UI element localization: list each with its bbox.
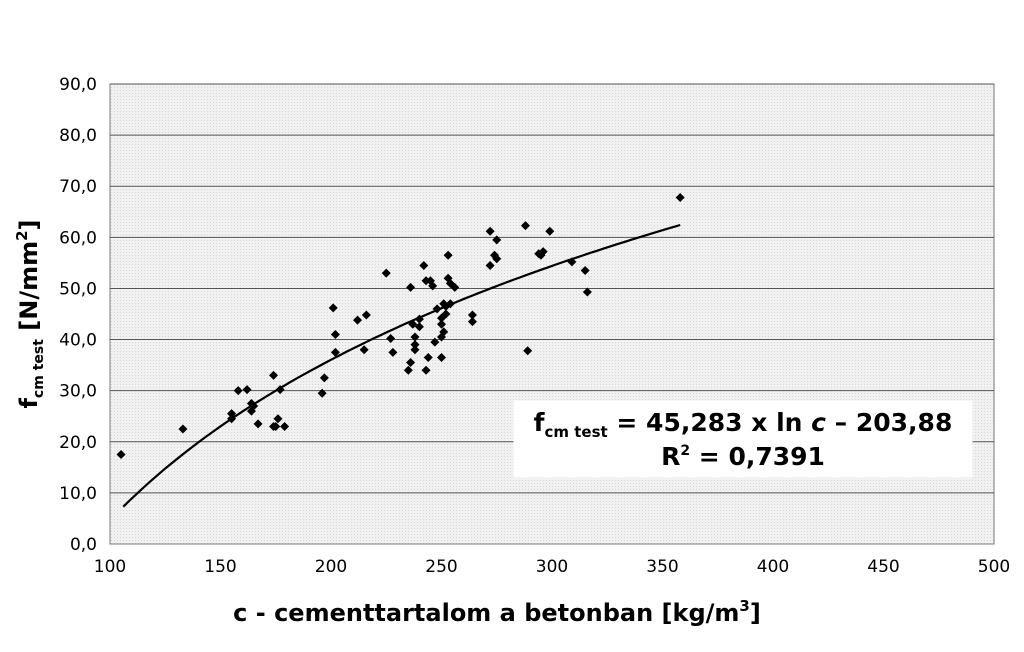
data-point — [485, 260, 495, 270]
data-point — [388, 347, 398, 357]
data-point — [445, 299, 455, 309]
r-squared: R2 = 0,7391 — [661, 442, 825, 471]
x-tick-label: 150 — [204, 557, 236, 577]
data-point — [414, 314, 424, 324]
data-point — [403, 365, 413, 375]
x-tick-label: 400 — [757, 557, 789, 577]
x-tick-label: 500 — [978, 557, 1010, 577]
y-tick-label: 30,0 — [59, 382, 97, 402]
data-point — [330, 329, 340, 339]
data-point — [361, 310, 371, 320]
data-point — [317, 388, 327, 398]
equation-box — [513, 400, 973, 478]
gridlines — [110, 83, 994, 494]
y-tick-label: 20,0 — [59, 433, 97, 453]
data-point — [353, 315, 363, 325]
trend-equation: fcm test = 45,283 x ln c – 203,88 — [534, 408, 953, 441]
data-point — [492, 235, 502, 245]
data-point — [467, 310, 477, 320]
data-point — [545, 226, 555, 236]
data-point — [330, 347, 340, 357]
data-point — [428, 281, 438, 291]
data-point — [441, 309, 451, 319]
x-axis-ticks: 100 150 200 250 300 350 400 450 500 — [94, 557, 1010, 577]
data-point — [419, 260, 429, 270]
data-point — [580, 266, 590, 276]
data-point — [242, 385, 252, 395]
data-point — [523, 346, 533, 356]
trendline — [122, 223, 681, 508]
data-point — [319, 373, 329, 383]
data-point — [116, 450, 126, 460]
data-point — [492, 254, 502, 264]
data-point — [359, 345, 369, 355]
x-axis-label: c - cementtartalom a betonban [kg/m3] — [233, 597, 761, 627]
data-point — [328, 303, 338, 313]
x-tick-label: 450 — [867, 557, 899, 577]
data-point — [233, 386, 243, 396]
x-tick-label: 250 — [425, 557, 457, 577]
data-point — [467, 317, 477, 327]
y-tick-label: 80,0 — [59, 126, 97, 146]
data-point — [520, 221, 530, 231]
data-point — [432, 304, 442, 314]
y-tick-label: 40,0 — [59, 331, 97, 351]
y-tick-label: 10,0 — [59, 484, 97, 504]
data-point — [437, 319, 446, 329]
data-point — [410, 332, 420, 342]
y-tick-label: 50,0 — [59, 279, 97, 299]
data-point — [675, 192, 685, 202]
data-point — [227, 414, 237, 424]
data-point — [439, 327, 449, 337]
data-point — [275, 385, 285, 395]
data-point — [227, 409, 237, 419]
data-point — [178, 424, 188, 434]
y-tick-label: 60,0 — [59, 228, 97, 248]
data-point — [414, 322, 424, 332]
data-point — [280, 421, 290, 431]
data-point — [408, 319, 418, 329]
x-tick-label: 350 — [646, 557, 678, 577]
data-points — [116, 192, 685, 460]
x-tick-label: 200 — [315, 557, 347, 577]
data-point — [421, 365, 431, 375]
x-tick-label: 100 — [94, 557, 126, 577]
data-point — [450, 282, 460, 292]
data-point — [271, 421, 281, 431]
data-point — [249, 401, 259, 411]
x-tick-label: 300 — [536, 557, 568, 577]
data-point — [423, 352, 433, 362]
y-tick-label: 70,0 — [59, 177, 97, 197]
data-point — [381, 268, 391, 278]
y-axis-ticks: 0,0 10,0 20,0 30,0 40,0 50,0 60,0 70,0 80,0 90,0 — [59, 75, 97, 555]
y-tick-label: 90,0 — [59, 75, 97, 95]
data-point — [269, 370, 279, 380]
y-tick-label: 0,0 — [70, 535, 97, 555]
data-point — [406, 282, 416, 292]
y-axis-label: fcm test [N/mm2] — [13, 219, 47, 408]
data-point — [273, 414, 283, 424]
data-point — [253, 419, 263, 429]
data-point — [430, 337, 440, 347]
data-point — [410, 345, 420, 355]
data-point — [443, 250, 453, 260]
data-point — [582, 287, 592, 297]
data-point — [567, 257, 577, 267]
data-point — [410, 340, 420, 350]
data-point — [485, 226, 495, 236]
data-point — [386, 334, 396, 344]
data-point — [437, 352, 446, 362]
data-point — [538, 247, 548, 257]
data-point — [406, 358, 416, 368]
